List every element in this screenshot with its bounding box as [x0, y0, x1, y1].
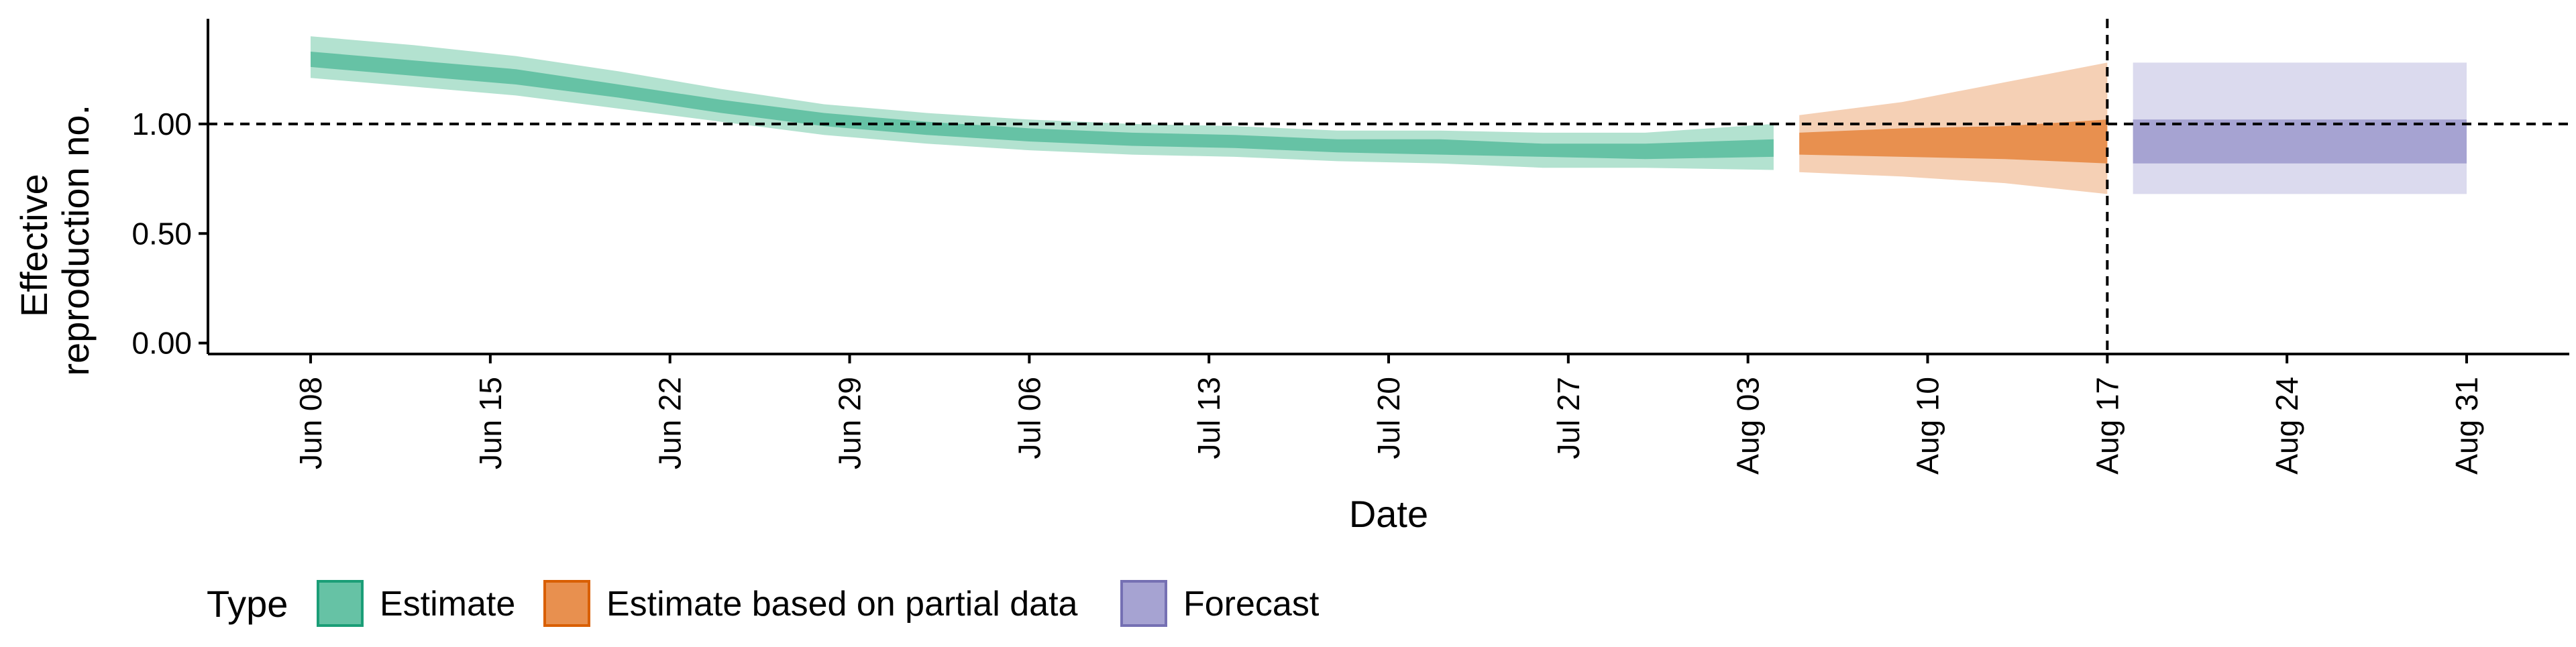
- y-axis-title-line-2: reproduction no.: [54, 105, 97, 376]
- legend-label-partial: Estimate based on partial data: [606, 585, 1078, 624]
- legend-key-estimate: [317, 580, 364, 627]
- legend-label-forecast: Forecast: [1183, 585, 1320, 624]
- legend-key-forecast: [1120, 580, 1167, 627]
- x-tick-label: Aug 03: [1731, 377, 1766, 475]
- x-tick-label: Jun 15: [473, 377, 508, 469]
- legend-label-estimate: Estimate: [380, 585, 515, 624]
- band-layer: [311, 36, 2467, 194]
- reference-line-layer: [208, 19, 2569, 354]
- x-tick-label: Aug 17: [2090, 377, 2125, 475]
- x-tick-label: Aug 31: [2449, 377, 2484, 475]
- x-tick-label: Jul 06: [1012, 377, 1046, 459]
- band-50-estimate: [311, 52, 1774, 160]
- legend: Type Estimate Estimate based on partial …: [207, 580, 1320, 627]
- x-tick-label: Jul 13: [1191, 377, 1226, 459]
- x-tick-label: Aug 24: [2269, 377, 2304, 475]
- y-axis-title: Effective reproduction no.: [13, 105, 97, 376]
- y-tick-label: 1.00: [131, 107, 192, 141]
- band-90-estimate: [311, 36, 1774, 170]
- x-tick-label: Jun 22: [653, 377, 688, 469]
- band-50-forecast: [2133, 119, 2467, 164]
- axis-label-layer: Date Effective reproduction no.: [13, 105, 1428, 535]
- x-tick-label: Jul 27: [1551, 377, 1586, 459]
- x-tick-label: Aug 10: [1911, 377, 1945, 475]
- x-tick-label: Jun 29: [833, 377, 867, 469]
- band-50-partial: [1799, 119, 2108, 164]
- legend-key-partial: [543, 580, 590, 627]
- x-tick-label: Jul 20: [1371, 377, 1406, 459]
- y-axis-title-line-1: Effective: [13, 174, 55, 317]
- legend-title: Type: [207, 583, 288, 625]
- y-tick-label: 0.00: [131, 326, 192, 361]
- x-axis-title: Date: [1349, 493, 1428, 535]
- x-tick-label: Jun 08: [293, 377, 328, 469]
- axes-layer: 0.00 0.50 1.00 Jun 08 Jun 15 Jun 22 Jun 29 Jul …: [131, 19, 2569, 475]
- y-tick-label: 0.50: [131, 216, 192, 251]
